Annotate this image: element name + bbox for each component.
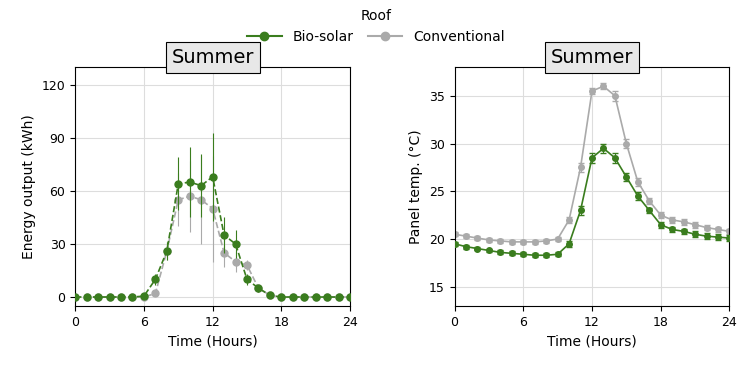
Title: Summer: Summer	[550, 48, 633, 67]
X-axis label: Time (Hours): Time (Hours)	[547, 334, 637, 348]
Y-axis label: Energy output (kWh): Energy output (kWh)	[22, 114, 36, 259]
Legend: Bio-solar, Conventional: Bio-solar, Conventional	[241, 3, 511, 49]
X-axis label: Time (Hours): Time (Hours)	[168, 334, 257, 348]
Y-axis label: Panel temp. (°C): Panel temp. (°C)	[409, 129, 423, 244]
Title: Summer: Summer	[171, 48, 254, 67]
